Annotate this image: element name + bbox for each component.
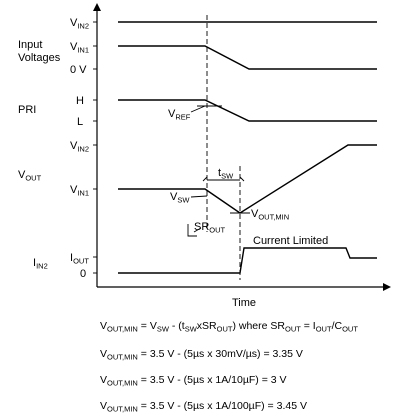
- vout-trace: [118, 144, 377, 214]
- tsw-label: tSW: [218, 167, 234, 181]
- iout-level-label: IOUT: [70, 252, 89, 266]
- time-axis-arrow: [383, 283, 391, 291]
- tsw-bracket-left: [202, 176, 208, 182]
- equation-line: VOUT,MIN = 3.5 V - (5µs x 1A/100µF) = 3.…: [100, 400, 307, 414]
- vref-label: VREF: [168, 108, 191, 122]
- equation-line: VOUT,MIN = VSW - (tSWxSROUT) where SROUT…: [100, 320, 358, 334]
- zero-volt-label: 0 V: [70, 64, 87, 76]
- current-limited-label: Current Limited: [253, 235, 328, 247]
- iin2-trace: [118, 247, 377, 274]
- sr-out-slope-glyph: [187, 224, 197, 237]
- equation-line: VOUT,MIN = 3.5 V - (5µs x 30mV/µs) = 3.3…: [100, 348, 303, 362]
- pri-trace: [118, 99, 377, 122]
- zero-current-label: 0: [80, 268, 86, 280]
- vin1-level-label: VIN1: [70, 41, 89, 55]
- axis-ticks: [93, 21, 97, 274]
- equation-line: VOUT,MIN = 3.5 V - (5µs x 1A/10µF) = 3 V: [100, 374, 287, 388]
- vout-label: VOUT: [18, 169, 42, 183]
- vsw-leader: [190, 195, 208, 198]
- equations: VOUT,MIN = VSW - (tSWxSROUT) where SROUT…: [100, 320, 358, 414]
- vout-vin1-level-label: VIN1: [70, 184, 89, 198]
- iin2-label: IIN2: [33, 257, 48, 271]
- vin2-level-label: VIN2: [70, 17, 89, 31]
- vertical-axis-arrow: [93, 3, 101, 11]
- vin1-trace: [118, 45, 377, 70]
- pri-label: PRI: [18, 104, 36, 116]
- pri-high-label: H: [76, 95, 84, 107]
- input-voltages-label: Input Voltages: [18, 39, 61, 64]
- vout-vin2-level-label: VIN2: [70, 140, 89, 154]
- sr-out-label: SROUT: [194, 221, 226, 235]
- vsw-label: VSW: [170, 191, 190, 205]
- time-axis-label: Time: [232, 297, 256, 309]
- pri-low-label: L: [77, 116, 83, 128]
- vout-min-label: VOUT,MIN: [251, 208, 289, 222]
- sr-out-leader: [193, 227, 202, 233]
- vref-label-leader: [190, 105, 206, 113]
- tsw-bracket-right: [239, 176, 245, 182]
